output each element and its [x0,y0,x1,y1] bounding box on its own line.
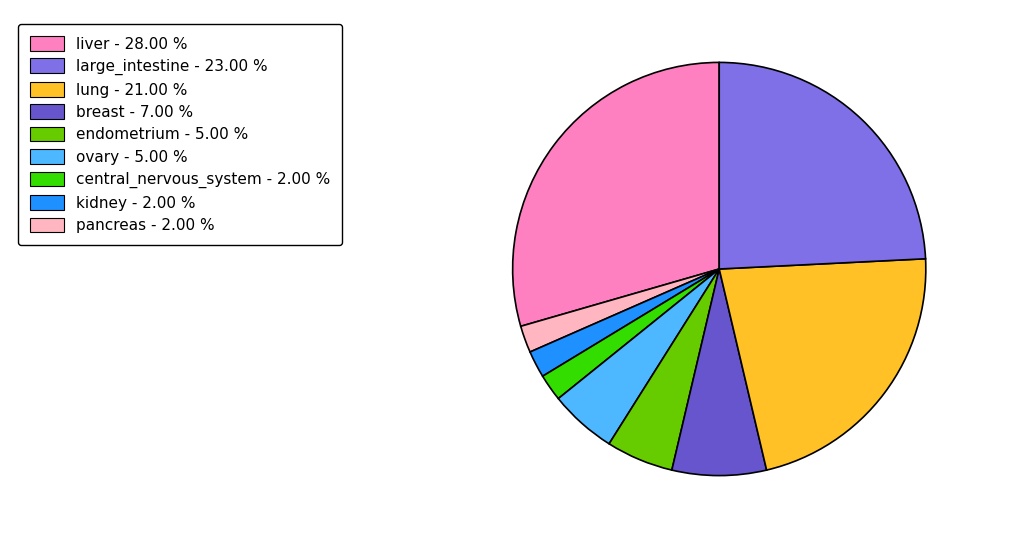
Wedge shape [530,269,719,376]
Wedge shape [719,259,926,470]
Wedge shape [543,269,719,399]
Wedge shape [672,269,767,476]
Wedge shape [521,269,719,352]
Wedge shape [513,62,719,327]
Wedge shape [558,269,719,444]
Wedge shape [719,62,926,269]
Wedge shape [609,269,719,470]
Legend: liver - 28.00 %, large_intestine - 23.00 %, lung - 21.00 %, breast - 7.00 %, end: liver - 28.00 %, large_intestine - 23.00… [18,24,342,245]
